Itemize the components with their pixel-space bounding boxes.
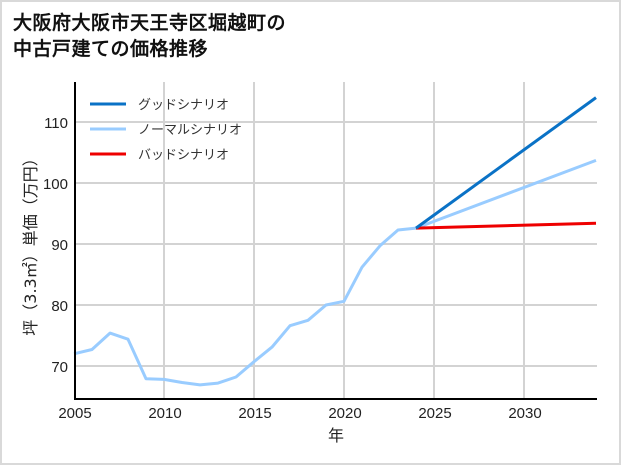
chart-title-line2: 中古戸建ての価格推移 — [13, 38, 209, 60]
x-tick-label: 2005 — [58, 405, 91, 422]
x-tick-label: 2020 — [328, 405, 361, 422]
y-tick-label: 70 — [51, 359, 68, 376]
series-line-1 — [415, 96, 597, 230]
y-axis-label: 坪（3.3㎡）単価（万円） — [21, 150, 40, 335]
x-tick-label: 2030 — [508, 405, 541, 422]
grid-lines — [75, 82, 597, 399]
x-tick-label: 2025 — [418, 405, 451, 422]
y-tick-label: 90 — [51, 237, 68, 254]
chart-title: 大阪府大阪市天王寺区堀越町の 中古戸建ての価格推移 — [13, 10, 286, 62]
y-tick-label: 80 — [51, 298, 68, 315]
x-tick-label: 2010 — [148, 405, 181, 422]
x-tick-labels: 2005 2010 2015 2020 2025 2030 — [58, 405, 541, 422]
chart-title-line1: 大阪府大阪市天王寺区堀越町の — [13, 12, 287, 34]
x-axis-label: 年 — [328, 426, 344, 445]
x-tick-label: 2015 — [238, 405, 271, 422]
y-tick-label: 100 — [43, 176, 68, 193]
legend-label: バッドシナリオ — [138, 148, 229, 163]
series-line-2 — [415, 158, 597, 230]
legend-label: ノーマルシナリオ — [138, 123, 242, 138]
series-line-3 — [415, 221, 597, 230]
legend-label: グッドシナリオ — [138, 98, 229, 113]
series-lines — [73, 96, 597, 387]
y-tick-labels: 70 80 90 100 110 — [43, 115, 68, 376]
series-line-0 — [73, 226, 417, 387]
y-tick-label: 110 — [44, 115, 68, 132]
axes — [74, 82, 597, 400]
